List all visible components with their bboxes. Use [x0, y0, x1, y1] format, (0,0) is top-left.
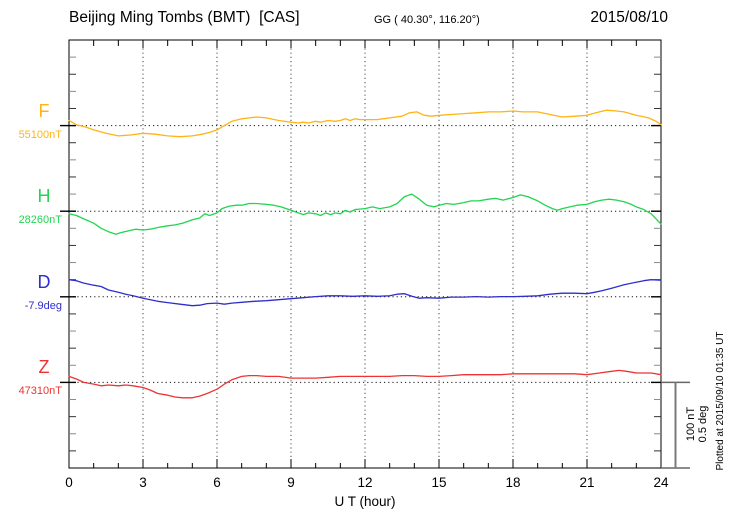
component-label-f: F: [38, 100, 50, 121]
x-axis-label: U T (hour): [334, 494, 396, 509]
component-baseline-value-h: 28260nT: [18, 214, 62, 227]
series-h-curve: [68, 193, 662, 235]
x-tick-label: 15: [431, 475, 447, 490]
component-label-d: D: [37, 271, 51, 292]
x-tick-label: 0: [65, 475, 73, 490]
series-f-curve: [68, 109, 662, 138]
plot-frame: [68, 39, 662, 469]
x-tick-label: 3: [139, 475, 147, 490]
geographic-coordinates: GG ( 40.30°, 116.20°): [374, 14, 480, 26]
component-baseline-value-z: 47310nT: [18, 385, 62, 398]
x-tick-label: 12: [357, 475, 373, 490]
scalebar-label-nt: 100 nT: [685, 406, 697, 442]
component-label-z: Z: [38, 357, 50, 378]
station-title: Beijing Ming Tombs (BMT) [CAS]: [69, 9, 300, 26]
plotted-at-note: Plotted at 2015/09/10 01:35 UT: [715, 331, 726, 471]
x-tick-label: 21: [579, 475, 595, 490]
series-z-curve: [68, 369, 662, 399]
component-baseline-value-d: -7.9deg: [24, 299, 62, 312]
plot-date: 2015/08/10: [590, 9, 668, 26]
component-baseline-value-f: 55100nT: [18, 128, 62, 141]
series-d-curve: [68, 279, 662, 307]
component-label-h: H: [37, 186, 51, 207]
x-tick-label: 18: [505, 475, 521, 490]
x-tick-label: 6: [213, 475, 221, 490]
scalebar-label-deg: 0.5 deg: [697, 405, 709, 443]
x-tick-label: 9: [287, 475, 295, 490]
x-tick-label: 24: [653, 475, 669, 490]
